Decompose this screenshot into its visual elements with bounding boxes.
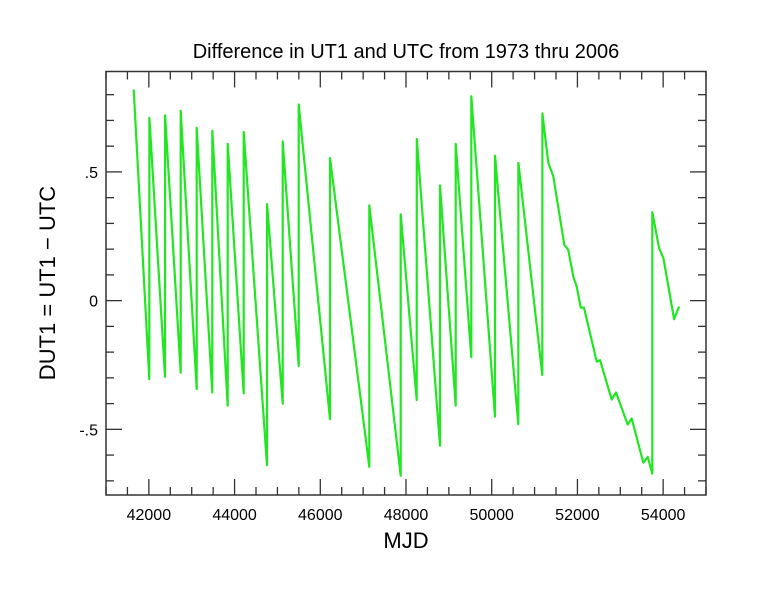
- x-tick-label: 44000: [212, 507, 257, 524]
- x-tick-label: 46000: [298, 507, 343, 524]
- y-tick-label: .5: [85, 165, 98, 182]
- x-tick-label: 42000: [127, 507, 172, 524]
- y-tick-label: -.5: [79, 422, 98, 439]
- x-tick-label: 54000: [641, 507, 686, 524]
- x-tick-label: 50000: [469, 507, 514, 524]
- axes: 42000 44000 46000 48000 50000 52000 54000 -.5 0.…: [79, 70, 707, 524]
- y-axis-label: DUT1 = UT1 − UTC: [35, 186, 60, 380]
- series-line: [132, 89, 681, 477]
- x-axis-label: MJD: [383, 528, 428, 553]
- x-tick-label: 48000: [384, 507, 429, 524]
- x-tick-label: 52000: [555, 507, 600, 524]
- y-tick-label: 0: [89, 294, 98, 311]
- chart-title: Difference in UT1 and UTC from 1973 thru…: [193, 41, 620, 63]
